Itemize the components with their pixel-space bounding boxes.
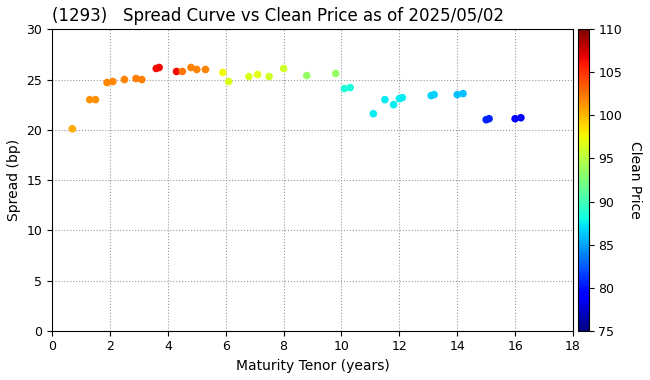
Point [458, 90, 468, 97]
Point [177, 68, 187, 74]
Point [244, 73, 254, 79]
Point [345, 84, 356, 90]
Point [278, 65, 289, 71]
X-axis label: Maturity Tenor (years): Maturity Tenor (years) [236, 359, 389, 373]
Point [380, 97, 390, 103]
Point [429, 92, 439, 98]
Point [136, 76, 147, 82]
Point [397, 95, 408, 101]
Point [108, 79, 118, 85]
Point [484, 116, 494, 122]
Y-axis label: Clean Price: Clean Price [627, 141, 642, 219]
Point [302, 73, 312, 79]
Point [67, 126, 77, 132]
Point [186, 65, 196, 71]
Point [119, 76, 129, 82]
Point [218, 70, 228, 76]
Point [151, 65, 161, 71]
Text: (1293)   Spread Curve vs Clean Price as of 2025/05/02: (1293) Spread Curve vs Clean Price as of… [52, 7, 504, 25]
Point [224, 79, 234, 85]
Point [388, 101, 398, 108]
Y-axis label: Spread (bp): Spread (bp) [7, 139, 21, 221]
Point [330, 70, 341, 76]
Point [394, 96, 404, 102]
Point [192, 66, 202, 73]
Point [368, 111, 378, 117]
Point [481, 117, 491, 123]
Point [90, 97, 101, 103]
Point [154, 65, 164, 71]
Point [452, 92, 462, 98]
Point [426, 93, 436, 99]
Point [102, 79, 112, 86]
Point [131, 76, 141, 82]
Point [515, 115, 526, 121]
Point [339, 86, 350, 92]
Point [200, 66, 211, 73]
Point [264, 73, 274, 79]
Point [252, 71, 263, 78]
Point [510, 116, 520, 122]
Point [172, 68, 182, 74]
Point [84, 97, 95, 103]
